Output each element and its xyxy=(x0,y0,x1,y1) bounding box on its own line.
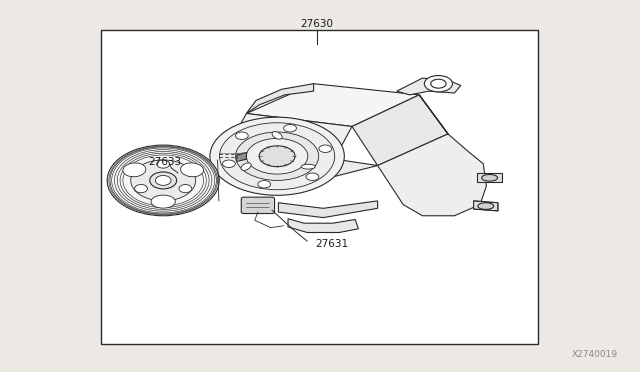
Ellipse shape xyxy=(131,160,196,201)
Ellipse shape xyxy=(272,132,282,139)
Polygon shape xyxy=(246,84,419,126)
Ellipse shape xyxy=(241,163,251,170)
Circle shape xyxy=(319,145,332,153)
Circle shape xyxy=(220,123,335,190)
Ellipse shape xyxy=(134,185,147,193)
Polygon shape xyxy=(237,153,246,161)
FancyBboxPatch shape xyxy=(241,197,275,214)
Polygon shape xyxy=(397,78,461,95)
Polygon shape xyxy=(288,219,358,232)
Ellipse shape xyxy=(157,160,170,168)
Polygon shape xyxy=(246,84,314,113)
Circle shape xyxy=(223,160,236,167)
Polygon shape xyxy=(278,201,378,218)
Ellipse shape xyxy=(150,172,177,189)
Circle shape xyxy=(258,180,271,188)
Polygon shape xyxy=(352,95,448,166)
Ellipse shape xyxy=(107,145,219,216)
Circle shape xyxy=(424,76,452,92)
Circle shape xyxy=(284,125,296,132)
Polygon shape xyxy=(378,95,486,216)
Ellipse shape xyxy=(156,176,171,185)
Text: 27631: 27631 xyxy=(315,239,348,248)
Circle shape xyxy=(236,132,319,180)
Ellipse shape xyxy=(180,163,204,177)
Text: 27633: 27633 xyxy=(148,157,182,167)
Ellipse shape xyxy=(151,195,175,208)
Circle shape xyxy=(236,132,248,140)
Polygon shape xyxy=(218,113,352,179)
Text: 27630: 27630 xyxy=(300,19,333,29)
Circle shape xyxy=(431,79,446,88)
Text: X2740019: X2740019 xyxy=(572,350,618,359)
Circle shape xyxy=(210,117,344,195)
Polygon shape xyxy=(474,201,498,211)
Polygon shape xyxy=(477,173,502,182)
Polygon shape xyxy=(218,151,378,179)
Bar xyxy=(101,30,538,344)
Circle shape xyxy=(306,173,319,180)
Ellipse shape xyxy=(179,185,192,193)
Circle shape xyxy=(246,138,308,174)
Ellipse shape xyxy=(301,164,315,169)
Ellipse shape xyxy=(477,203,494,209)
Ellipse shape xyxy=(123,163,146,177)
Circle shape xyxy=(259,146,295,167)
Ellipse shape xyxy=(482,174,498,181)
